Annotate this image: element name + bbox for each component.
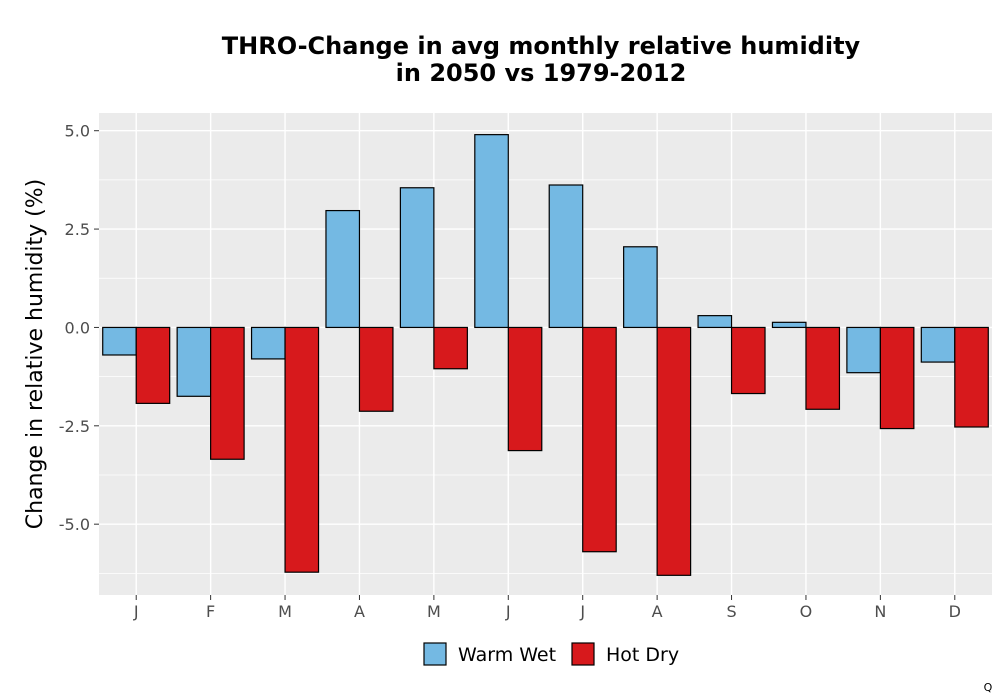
x-tick-label: M xyxy=(427,602,441,621)
x-tick-label: M xyxy=(278,602,292,621)
y-tick-label: 0.0 xyxy=(65,318,90,337)
bar-hot-dry-7 xyxy=(582,326,617,553)
x-tick-label: O xyxy=(800,602,813,621)
bar-hot-dry-4 xyxy=(358,326,394,412)
legend-swatch-hot-dry xyxy=(571,642,595,666)
x-tick-label: A xyxy=(652,602,663,621)
bar-warm-wet-2 xyxy=(176,326,212,397)
bar-warm-wet-11 xyxy=(846,326,881,374)
bar-warm-wet-6 xyxy=(474,134,509,329)
bar-warm-wet-10 xyxy=(771,321,807,329)
x-tick-label: S xyxy=(726,602,736,621)
bar-warm-wet-1 xyxy=(102,326,137,356)
bars xyxy=(102,134,989,576)
bar-warm-wet-4 xyxy=(325,209,361,329)
bar-hot-dry-8 xyxy=(656,326,692,576)
legend: Warm Wet Hot Dry xyxy=(423,642,679,666)
bar-hot-dry-6 xyxy=(507,326,543,452)
bar-hot-dry-10 xyxy=(805,326,841,410)
y-tick-label: -5.0 xyxy=(59,515,90,534)
x-tick-label: J xyxy=(505,602,511,621)
chart-title-line2: in 2050 vs 1979-2012 xyxy=(396,59,687,87)
x-tick-label: F xyxy=(206,602,215,621)
bar-hot-dry-2 xyxy=(210,326,245,460)
legend-swatch-warm-wet xyxy=(423,642,447,666)
bar-hot-dry-1 xyxy=(135,326,171,404)
bar-hot-dry-5 xyxy=(433,326,468,370)
y-tick-label: 2.5 xyxy=(65,220,90,239)
bar-warm-wet-12 xyxy=(920,326,956,363)
bar-hot-dry-11 xyxy=(879,326,915,430)
bar-warm-wet-3 xyxy=(250,326,286,360)
x-tick-label: D xyxy=(949,602,961,621)
bar-hot-dry-3 xyxy=(284,326,320,573)
bar-warm-wet-5 xyxy=(399,187,435,329)
corner-mark: Q xyxy=(984,681,993,694)
bar-hot-dry-9 xyxy=(730,326,766,395)
y-axis-label: Change in relative humidity (%) xyxy=(23,179,48,529)
chart-title-line1: THRO-Change in avg monthly relative humi… xyxy=(222,32,861,60)
x-tick-label: A xyxy=(354,602,365,621)
legend-label-hot-dry: Hot Dry xyxy=(606,644,679,666)
y-tick-label: 5.0 xyxy=(65,122,90,141)
x-tick-label: N xyxy=(874,602,886,621)
bar-warm-wet-8 xyxy=(623,246,658,329)
bar-warm-wet-7 xyxy=(548,184,584,329)
plot-panel xyxy=(99,113,992,595)
bar-warm-wet-9 xyxy=(697,315,733,329)
bar-hot-dry-12 xyxy=(954,326,989,428)
legend-label-warm-wet: Warm Wet xyxy=(458,644,556,666)
x-tick-label: J xyxy=(133,602,139,621)
y-tick-label: -2.5 xyxy=(59,417,90,436)
x-tick-label: J xyxy=(579,602,585,621)
y-axis: 5.0 2.5 0.0 -2.5 -5.0 xyxy=(59,122,99,534)
